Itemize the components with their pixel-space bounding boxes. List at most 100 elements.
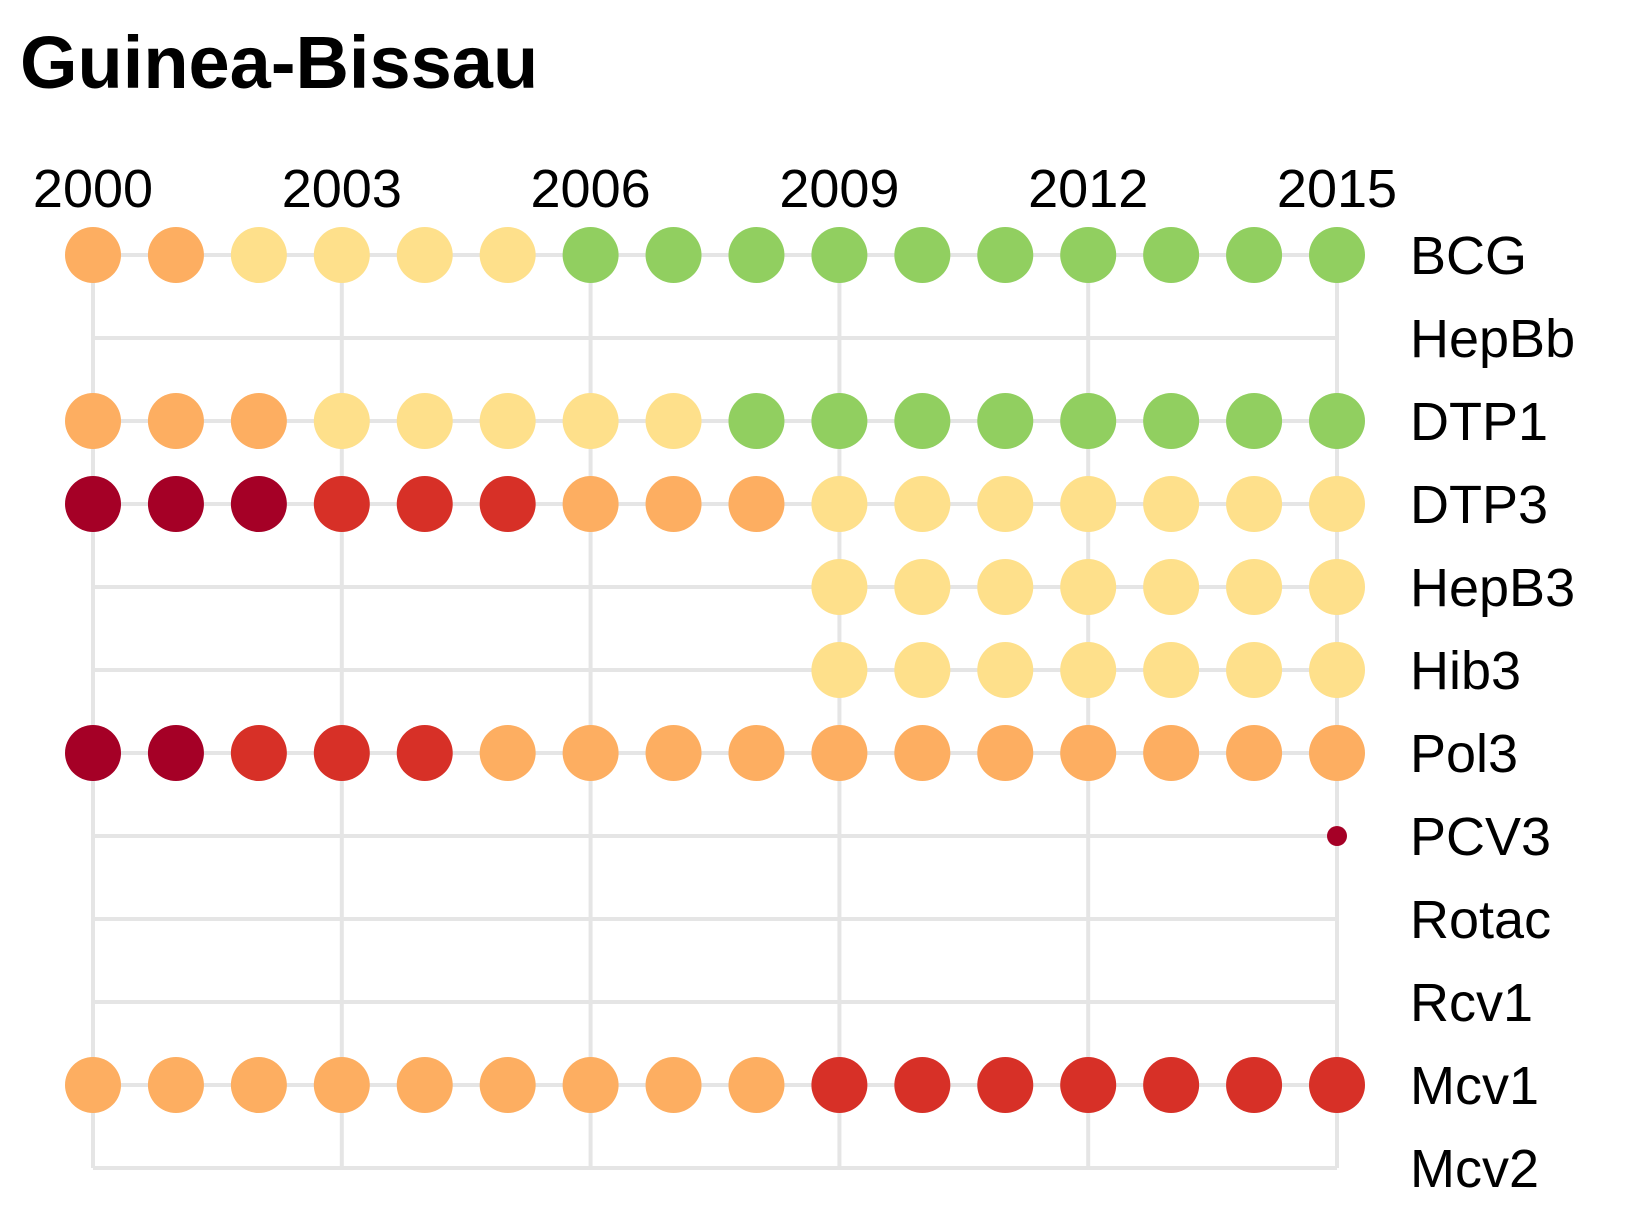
coverage-dot: [313, 1057, 370, 1113]
coverage-dot: [645, 476, 702, 532]
coverage-dot: [894, 476, 951, 532]
vaccine-label: HepBb: [1410, 309, 1575, 369]
coverage-dot: [894, 393, 951, 449]
coverage-dot: [1060, 393, 1117, 449]
coverage-dot: [1226, 476, 1283, 532]
coverage-dot: [479, 1057, 536, 1113]
coverage-dot: [645, 227, 702, 283]
coverage-dot: [728, 1057, 785, 1113]
vaccine-label: DTP1: [1410, 392, 1548, 452]
x-axis-ticks: 2000 2003 2006 2009 2012 2015: [33, 159, 1397, 219]
coverage-dot: [1143, 227, 1200, 283]
coverage-dot: [65, 1057, 121, 1113]
coverage-dot: [1309, 1057, 1365, 1113]
coverage-dot: [147, 227, 204, 283]
coverage-dot: [811, 476, 868, 532]
coverage-dot: [645, 725, 702, 781]
coverage-dot: [230, 1057, 287, 1113]
coverage-dot: [811, 559, 868, 615]
coverage-dot: [1060, 1057, 1117, 1113]
coverage-dot: [1060, 227, 1117, 283]
coverage-dot: [562, 393, 619, 449]
coverage-dot: [479, 227, 536, 283]
coverage-dot: [1226, 642, 1283, 698]
coverage-dot: [396, 1057, 453, 1113]
coverage-dot: [1309, 559, 1365, 615]
vaccine-label: Hib3: [1410, 641, 1521, 701]
coverage-dot: [562, 476, 619, 532]
coverage-dots: [65, 227, 1365, 1113]
coverage-dot: [1309, 476, 1365, 532]
coverage-dot: [811, 1057, 868, 1113]
coverage-dot: [811, 393, 868, 449]
coverage-dot: [811, 642, 868, 698]
vaccine-label: HepB3: [1410, 558, 1575, 618]
coverage-dot: [479, 476, 536, 532]
coverage-dot: [977, 642, 1034, 698]
grid-lines: [91, 253, 1339, 1170]
coverage-dot: [147, 476, 204, 532]
x-tick-label: 2009: [779, 159, 899, 219]
vaccine-label: Rotac: [1410, 890, 1551, 950]
x-tick-label: 2015: [1277, 159, 1397, 219]
coverage-dot: [1309, 393, 1365, 449]
coverage-dot: [396, 725, 453, 781]
coverage-dot: [977, 559, 1034, 615]
coverage-dot: [977, 476, 1034, 532]
coverage-dot: [1226, 227, 1283, 283]
vaccine-label: BCG: [1410, 226, 1527, 286]
coverage-dot: [147, 1057, 204, 1113]
vaccine-label: DTP3: [1410, 475, 1548, 535]
coverage-dot: [1060, 559, 1117, 615]
coverage-dot: [977, 725, 1034, 781]
coverage-dot: [313, 227, 370, 283]
x-tick-label: 2012: [1028, 159, 1148, 219]
coverage-dot: [147, 725, 204, 781]
coverage-dot: [811, 227, 868, 283]
coverage-dot: [562, 1057, 619, 1113]
coverage-dot: [1060, 642, 1117, 698]
coverage-dot: [645, 1057, 702, 1113]
coverage-dot: [230, 725, 287, 781]
coverage-dot: [396, 227, 453, 283]
coverage-dot: [1226, 725, 1283, 781]
coverage-dot: [894, 642, 951, 698]
coverage-dot: [230, 393, 287, 449]
coverage-dot: [396, 393, 453, 449]
coverage-dot: [562, 227, 619, 283]
x-tick-label: 2006: [531, 159, 651, 219]
coverage-dot: [1327, 826, 1347, 846]
coverage-dot: [562, 725, 619, 781]
coverage-dot: [894, 559, 951, 615]
coverage-dot: [230, 476, 287, 532]
coverage-dot: [1060, 725, 1117, 781]
vaccine-label: Mcv1: [1410, 1056, 1539, 1116]
coverage-dot: [811, 725, 868, 781]
coverage-dot: [977, 393, 1034, 449]
vaccine-label: Mcv2: [1410, 1139, 1539, 1199]
coverage-dot: [313, 476, 370, 532]
coverage-dot: [1143, 642, 1200, 698]
coverage-dot: [1143, 393, 1200, 449]
x-tick-label: 2003: [282, 159, 402, 219]
coverage-dot: [1309, 642, 1365, 698]
coverage-dot: [65, 725, 121, 781]
coverage-dot: [479, 393, 536, 449]
coverage-dot: [1226, 559, 1283, 615]
coverage-dot: [977, 1057, 1034, 1113]
coverage-dot: [1143, 1057, 1200, 1113]
coverage-dot: [894, 1057, 951, 1113]
coverage-dot: [65, 393, 121, 449]
vaccine-label: PCV3: [1410, 807, 1551, 867]
coverage-dot: [1309, 725, 1365, 781]
vaccine-label: Rcv1: [1410, 973, 1533, 1033]
coverage-dot: [1226, 1057, 1283, 1113]
coverage-dot: [1143, 559, 1200, 615]
coverage-dot: [65, 476, 121, 532]
coverage-dot: [894, 725, 951, 781]
coverage-dot: [1226, 393, 1283, 449]
coverage-dot: [313, 393, 370, 449]
coverage-dot: [396, 476, 453, 532]
x-tick-label: 2000: [33, 159, 153, 219]
coverage-dot: [645, 393, 702, 449]
